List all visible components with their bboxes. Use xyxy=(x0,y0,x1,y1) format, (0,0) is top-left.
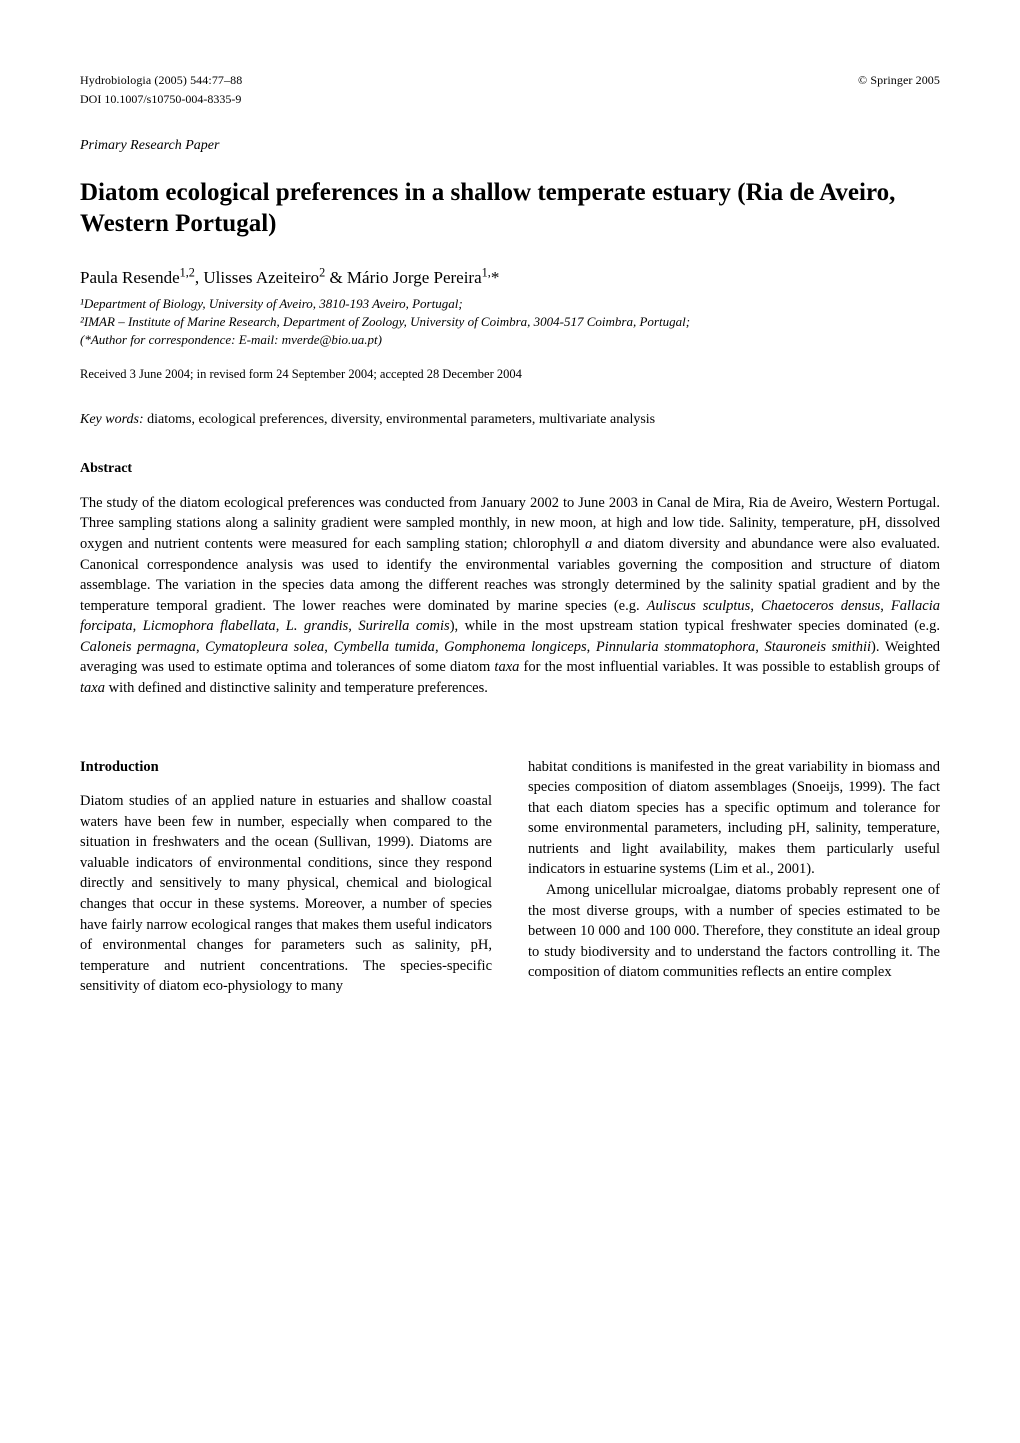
column-right: habitat conditions is manifested in the … xyxy=(528,757,940,997)
introduction-columns: Introduction Diatom studies of an applie… xyxy=(80,757,940,997)
keywords: Key words: diatoms, ecological preferenc… xyxy=(80,410,940,430)
abstract-heading: Abstract xyxy=(80,459,940,479)
journal-line: Hydrobiologia (2005) 544:77–88 xyxy=(80,72,242,89)
copyright-line: © Springer 2005 xyxy=(858,72,940,89)
intro-paragraph-1-cont: habitat conditions is manifested in the … xyxy=(528,757,940,880)
intro-paragraph-1: Diatom studies of an applied nature in e… xyxy=(80,791,492,997)
keywords-list: diatoms, ecological preferences, diversi… xyxy=(144,412,655,427)
authors-line: Paula Resende1,2, Ulisses Azeiteiro2 & M… xyxy=(80,266,940,290)
affiliation-1: ¹Department of Biology, University of Av… xyxy=(80,295,940,313)
received-dates: Received 3 June 2004; in revised form 24… xyxy=(80,366,940,384)
intro-paragraph-2: Among unicellular microalgae, diatoms pr… xyxy=(528,880,940,983)
affiliations: ¹Department of Biology, University of Av… xyxy=(80,295,940,348)
paper-type: Primary Research Paper xyxy=(80,136,940,156)
column-left: Introduction Diatom studies of an applie… xyxy=(80,757,492,997)
paper-title: Diatom ecological preferences in a shall… xyxy=(80,177,940,240)
abstract-body: The study of the diatom ecological prefe… xyxy=(80,493,940,699)
affiliation-2: ²IMAR – Institute of Marine Research, De… xyxy=(80,313,940,331)
correspondence: (*Author for correspondence: E-mail: mve… xyxy=(80,331,940,349)
keywords-label: Key words: xyxy=(80,412,144,427)
doi-line: DOI 10.1007/s10750-004-8335-9 xyxy=(80,91,940,108)
introduction-heading: Introduction xyxy=(80,757,492,778)
